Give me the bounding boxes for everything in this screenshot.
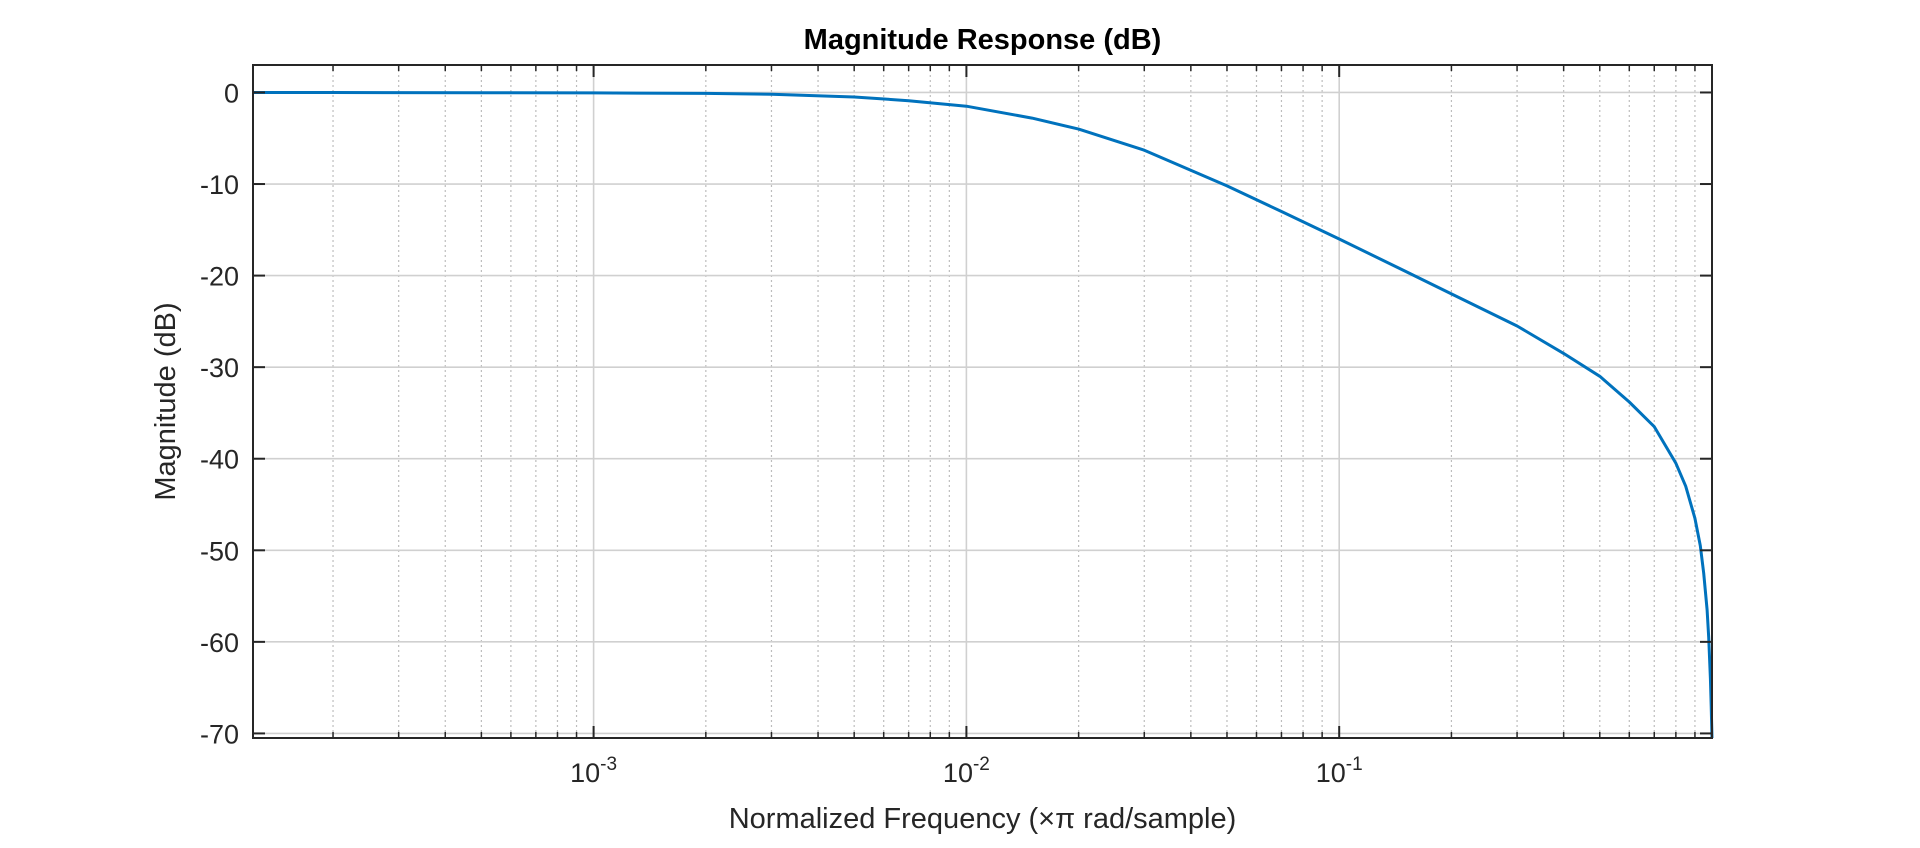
grid-layer	[253, 65, 1712, 738]
y-tick-label: -10	[200, 170, 239, 200]
y-tick-label: 0	[224, 78, 239, 108]
plot-area-frame	[252, 64, 1713, 739]
x-tick-label: 10-1	[1316, 754, 1363, 788]
series-layer	[253, 91, 1714, 739]
magnitude-series-line	[253, 91, 1714, 739]
x-tick-label: 10-2	[943, 754, 990, 788]
y-tick-label: -70	[200, 719, 239, 749]
x-tick-label: 10-3	[570, 754, 617, 788]
y-tick-label: -60	[200, 628, 239, 658]
tick-layer	[253, 65, 1712, 738]
x-axis-label: Normalized Frequency (×π rad/sample)	[729, 803, 1237, 835]
y-axis-label: Magnitude (dB)	[150, 302, 182, 500]
label-layer: 10-3 10-2 10-1 0 -10 -20 -30 -40 -50 -60 -70	[200, 78, 1363, 788]
y-tick-label: -40	[200, 445, 239, 475]
chart-title: Magnitude Response (dB)	[804, 24, 1162, 56]
y-tick-label: -50	[200, 536, 239, 566]
y-tick-label: -20	[200, 262, 239, 292]
y-tick-label: -30	[200, 353, 239, 383]
